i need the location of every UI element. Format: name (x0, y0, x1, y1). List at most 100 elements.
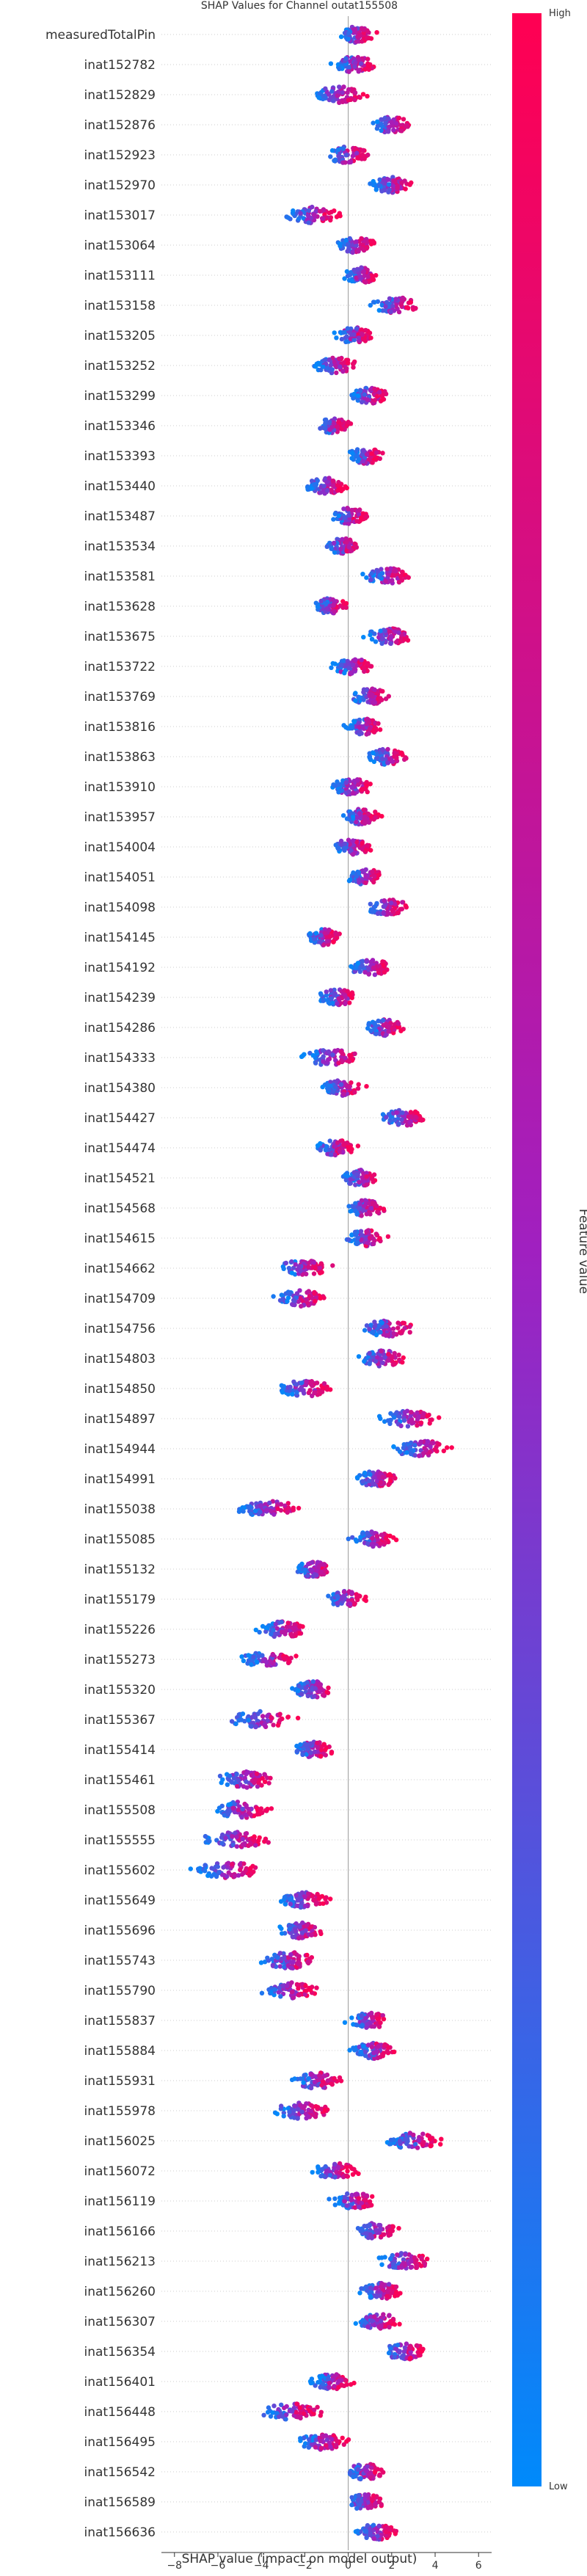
shap-point (359, 236, 364, 241)
shap-point (365, 274, 371, 280)
shap-point (343, 536, 349, 542)
shap-point (351, 360, 357, 365)
shap-point (323, 421, 328, 426)
shap-point (291, 1505, 296, 1510)
shap-point (348, 1144, 353, 1150)
shap-point (401, 637, 407, 642)
shap-point (379, 814, 384, 819)
shap-point (203, 1833, 208, 1839)
shap-point (338, 1082, 344, 1087)
shap-point (376, 970, 382, 975)
shap-point (397, 1330, 403, 1335)
feature-label: inat156448 (84, 2405, 156, 2420)
shap-point (351, 1601, 357, 1607)
shap-point (331, 939, 336, 945)
shap-point (299, 1380, 305, 1386)
shap-point (379, 189, 384, 194)
shap-point (305, 484, 310, 490)
shap-point (386, 1029, 391, 1034)
feature-label: inat155508 (84, 1803, 156, 1818)
shap-point (317, 208, 323, 214)
shap-point (410, 1419, 415, 1425)
shap-point (365, 1026, 371, 1031)
shap-point (393, 1538, 399, 1543)
shap-point (363, 874, 368, 879)
shap-point (332, 547, 338, 552)
shap-point (314, 1573, 319, 1578)
shap-point (396, 580, 402, 585)
shap-point (390, 578, 395, 583)
shap-point (372, 972, 378, 978)
shap-point (240, 1711, 246, 1717)
shap-point (338, 838, 344, 844)
shap-point (328, 215, 334, 220)
shap-point (244, 1802, 249, 1808)
shap-point (326, 1049, 332, 1055)
shap-point (324, 487, 330, 493)
shap-point (371, 277, 376, 283)
shap-point (336, 356, 342, 362)
shap-point (397, 1449, 403, 1455)
shap-point (227, 1773, 233, 1778)
feature-label: inat153675 (84, 630, 156, 644)
shap-point (368, 335, 373, 341)
shap-point (318, 1569, 324, 1574)
shap-point (337, 100, 342, 106)
feature-label: inat156072 (84, 2164, 156, 2179)
shap-point (347, 1000, 352, 1005)
shap-point (318, 367, 324, 373)
shap-point (329, 487, 334, 492)
shap-point (253, 1843, 258, 1848)
shap-point (277, 1951, 283, 1956)
shap-point (371, 1543, 376, 1549)
shap-point (331, 782, 336, 787)
shap-point (341, 506, 346, 512)
feature-label: inat155884 (84, 2044, 156, 2059)
shap-point (374, 1204, 379, 1209)
shap-point (298, 1268, 303, 1273)
shap-point (316, 2073, 322, 2078)
shap-point (372, 699, 377, 705)
shap-point (318, 426, 323, 431)
shap-point (380, 1474, 385, 1480)
shap-point (386, 757, 392, 762)
shap-point (332, 598, 338, 604)
shap-point (332, 158, 337, 163)
shap-point (398, 750, 404, 755)
shap-point (353, 691, 358, 696)
shap-point (324, 606, 329, 611)
shap-point (377, 572, 383, 578)
shap-point (255, 1811, 260, 1817)
shap-point (223, 1835, 228, 1841)
shap-point (352, 541, 357, 547)
shap-point (370, 694, 375, 699)
shap-point (354, 454, 360, 459)
shap-point (265, 1718, 270, 1723)
shap-point (350, 815, 356, 820)
shap-point (313, 931, 319, 936)
feature-label: inat154004 (84, 840, 156, 855)
shap-point (240, 1806, 245, 1812)
shap-point (313, 1265, 318, 1271)
shap-point (352, 2048, 357, 2053)
feature-label: inat155555 (84, 1833, 156, 1848)
shap-point (396, 630, 401, 636)
shap-point (296, 1993, 302, 1998)
shap-point (379, 576, 384, 581)
shap-point (332, 992, 337, 997)
feature-label: inat155696 (84, 1924, 156, 1938)
shap-point (243, 1831, 248, 1836)
shap-point (354, 1475, 360, 1480)
shap-point (324, 479, 330, 484)
feature-label: inat155038 (84, 1502, 156, 1517)
shap-point (335, 148, 340, 153)
feature-label: inat153957 (84, 810, 156, 825)
shap-point (340, 99, 346, 104)
feature-label: inat155226 (84, 1623, 156, 1637)
shap-point (365, 397, 371, 402)
shap-point (327, 934, 332, 939)
shap-point (344, 485, 349, 491)
shap-point (213, 1864, 219, 1869)
shap-point (274, 1631, 279, 1637)
